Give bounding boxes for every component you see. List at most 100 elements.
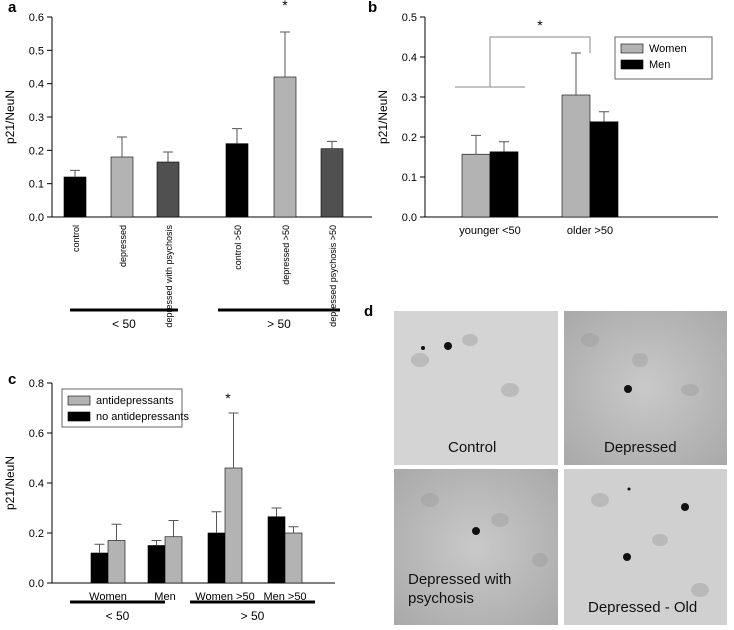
legend-label: no antidepressants bbox=[96, 411, 189, 423]
caption: Control bbox=[448, 439, 496, 456]
bar bbox=[589, 121, 619, 218]
error-bar bbox=[571, 52, 581, 95]
error-bar bbox=[280, 31, 290, 77]
y-tick-label: 0.1 bbox=[29, 179, 44, 191]
legend-label: Men bbox=[649, 59, 670, 71]
x-tick-label: depressed with psychosis bbox=[164, 225, 174, 328]
x-tick-label: control bbox=[71, 225, 81, 252]
y-tick-label: 0.6 bbox=[29, 428, 44, 440]
bar bbox=[63, 176, 87, 218]
bar bbox=[147, 545, 166, 584]
x-tick-label: depressed psychosis >50 bbox=[328, 225, 338, 327]
y-tick-label: 0.3 bbox=[29, 112, 44, 124]
panel-label: b bbox=[368, 0, 377, 16]
y-tick-label: 0.1 bbox=[402, 172, 417, 184]
y-axis-label: p21/NeuN bbox=[376, 90, 390, 144]
significance-bracket bbox=[455, 36, 591, 88]
error-bar bbox=[471, 134, 481, 155]
bar bbox=[164, 536, 183, 584]
significance-star: * bbox=[537, 17, 543, 33]
error-bar bbox=[271, 507, 282, 517]
error-bar bbox=[288, 526, 299, 533]
y-axis-label: p21/NeuN bbox=[3, 90, 17, 144]
legend-label: antidepressants bbox=[96, 395, 174, 407]
bar bbox=[561, 94, 591, 218]
error-bar bbox=[232, 128, 242, 144]
micrographs bbox=[394, 311, 727, 625]
group-label: > 50 bbox=[267, 317, 291, 331]
error-bar bbox=[211, 511, 222, 533]
y-tick-label: 0.4 bbox=[29, 79, 44, 91]
significance-star: * bbox=[282, 0, 288, 13]
significance-star: * bbox=[225, 390, 231, 406]
x-tick-label: younger <50 bbox=[459, 225, 520, 237]
image-depressed bbox=[564, 311, 727, 465]
bar bbox=[224, 467, 243, 584]
bar bbox=[207, 532, 226, 584]
panel-label: d bbox=[364, 303, 373, 320]
caption: Depressed - Old bbox=[588, 599, 697, 616]
image-control bbox=[394, 311, 558, 465]
bar bbox=[461, 153, 491, 218]
group-label: > 50 bbox=[241, 609, 265, 623]
y-tick-label: 0.2 bbox=[29, 528, 44, 540]
x-tick-label: Women >50 bbox=[195, 591, 254, 603]
y-tick-label: 0.2 bbox=[29, 145, 44, 157]
p21-nuclei bbox=[421, 342, 689, 561]
y-tick-label: 0.2 bbox=[402, 132, 417, 144]
group-label: < 50 bbox=[112, 317, 136, 331]
caption: Depressed bbox=[604, 439, 677, 456]
error-bar bbox=[151, 540, 162, 546]
error-bar bbox=[163, 151, 173, 162]
x-tick-label: Men >50 bbox=[263, 591, 306, 603]
caption-box: Depressed with psychosis bbox=[408, 571, 512, 607]
caption: Depressed with psychosis bbox=[408, 571, 512, 607]
x-tick-label: depressed >50 bbox=[281, 225, 291, 285]
legend-label: Women bbox=[649, 43, 687, 55]
y-tick-label: 0.4 bbox=[402, 52, 417, 64]
x-tick-label: Men bbox=[154, 591, 175, 603]
x-tick-label: control >50 bbox=[233, 225, 243, 270]
bar bbox=[110, 156, 134, 218]
panel-label: c bbox=[8, 371, 16, 388]
y-tick-label: 0.0 bbox=[29, 578, 44, 590]
y-tick-label: 0.3 bbox=[402, 92, 417, 104]
cell-texture bbox=[411, 333, 709, 597]
error-bar bbox=[111, 523, 122, 541]
y-tick-label: 0.4 bbox=[29, 478, 44, 490]
bar bbox=[489, 151, 519, 218]
bar bbox=[90, 552, 109, 584]
bar bbox=[320, 148, 344, 218]
y-tick-label: 0.6 bbox=[29, 12, 44, 24]
y-tick-label: 0.0 bbox=[29, 212, 44, 224]
bar bbox=[107, 540, 126, 584]
error-bar bbox=[168, 520, 179, 537]
bar bbox=[273, 76, 297, 218]
legend-swatch bbox=[620, 43, 644, 54]
x-tick-label: Women bbox=[89, 591, 127, 603]
x-tick-label: older >50 bbox=[567, 225, 613, 237]
bar bbox=[156, 161, 180, 218]
image-psychosis bbox=[394, 469, 558, 625]
error-bar bbox=[499, 141, 509, 152]
error-bar bbox=[117, 136, 127, 157]
error-bar bbox=[70, 169, 80, 177]
legend-swatch bbox=[620, 59, 644, 70]
legend-swatch bbox=[67, 411, 91, 422]
error-bar bbox=[228, 412, 239, 468]
y-axis-label: p21/NeuN bbox=[3, 456, 17, 510]
bar bbox=[284, 532, 303, 584]
legend-swatch bbox=[67, 395, 91, 406]
error-bar bbox=[599, 111, 609, 122]
y-tick-label: 0.0 bbox=[402, 212, 417, 224]
bar bbox=[267, 516, 286, 584]
y-tick-label: 0.5 bbox=[402, 12, 417, 24]
panel-label: a bbox=[8, 0, 17, 16]
error-bar bbox=[94, 543, 105, 553]
group-label: < 50 bbox=[106, 609, 130, 623]
x-tick-label: depressed bbox=[118, 225, 128, 267]
y-tick-label: 0.5 bbox=[29, 45, 44, 57]
bar bbox=[225, 143, 249, 218]
y-tick-label: 0.8 bbox=[29, 378, 44, 390]
